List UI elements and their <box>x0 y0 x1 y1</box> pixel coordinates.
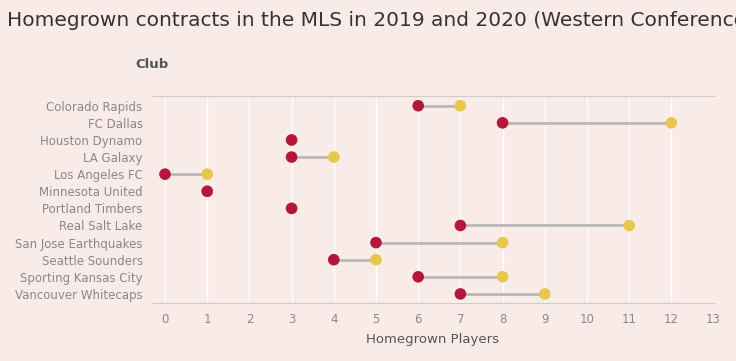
Point <box>539 291 551 297</box>
X-axis label: Homegrown Players: Homegrown Players <box>367 333 500 346</box>
Point <box>455 223 467 229</box>
Point <box>370 257 382 262</box>
Text: Homegrown contracts in the MLS in 2019 and 2020 (Western Conference): Homegrown contracts in the MLS in 2019 a… <box>7 11 736 30</box>
Point <box>497 120 509 126</box>
Point <box>412 274 424 280</box>
Point <box>455 103 467 109</box>
Point <box>497 274 509 280</box>
Point <box>455 291 467 297</box>
Point <box>412 103 424 109</box>
Point <box>497 240 509 245</box>
Point <box>286 137 297 143</box>
Point <box>159 171 171 177</box>
Point <box>286 137 297 143</box>
Point <box>202 188 213 194</box>
Point <box>202 171 213 177</box>
Point <box>623 223 635 229</box>
Point <box>370 240 382 245</box>
Point <box>665 120 677 126</box>
Point <box>328 154 340 160</box>
Point <box>286 154 297 160</box>
Point <box>286 205 297 211</box>
Text: Club: Club <box>135 58 169 71</box>
Point <box>202 188 213 194</box>
Point <box>328 257 340 262</box>
Point <box>286 205 297 211</box>
